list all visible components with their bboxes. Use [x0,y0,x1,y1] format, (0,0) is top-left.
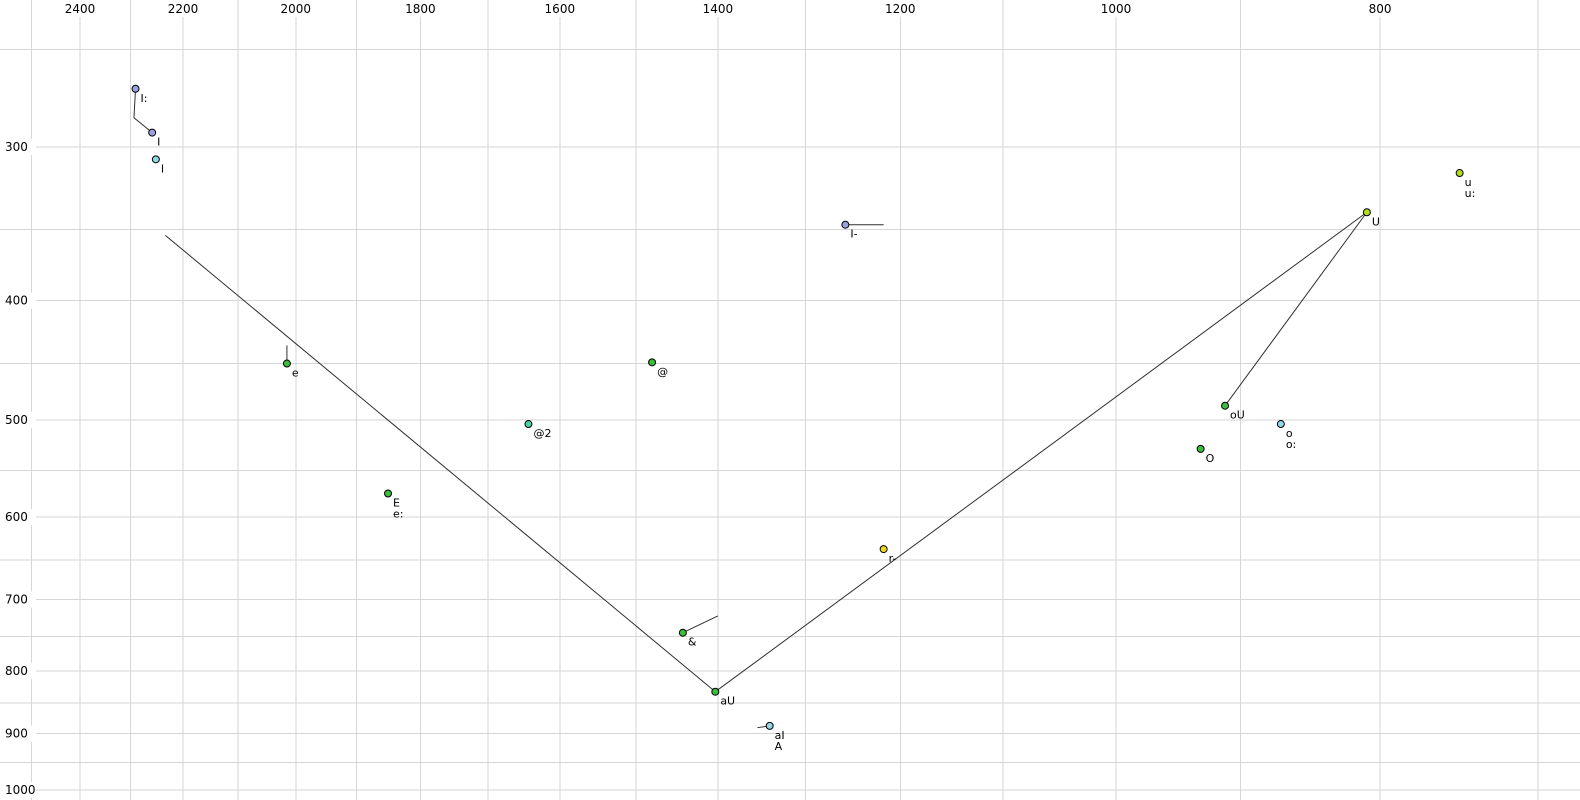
x-axis-tick-label: 2000 [280,2,311,16]
y-tick-label-background [0,591,36,608]
vowel-point[interactable] [151,155,160,164]
vowel-point[interactable] [148,128,157,137]
vowel-point-label: e: [393,507,403,520]
x-tick-label-background [278,0,313,17]
x-axis-tick-label: 1800 [405,2,436,16]
vowel-point-label: I: [141,92,148,105]
trajectory-line-back-edge [715,211,1368,693]
y-axis-tick-label: 800 [5,664,28,678]
vowel-point[interactable] [1221,401,1230,410]
x-tick-label-background [883,0,918,17]
y-axis-tick-label: 900 [5,727,28,741]
y-tick-label-background [0,139,36,155]
vowel-point-label: I [161,162,164,175]
vowel-point[interactable] [1362,208,1371,217]
vowel-point[interactable] [711,687,720,696]
x-tick-label-background [165,0,200,17]
x-tick-label-background [542,0,577,17]
y-tick-label-background [0,509,36,526]
vowel-point-label: I [157,136,160,149]
vowel-point-label: E [393,496,400,509]
y-tick-label-background [0,725,36,742]
trajectory-line-oU-to-U [1224,211,1368,407]
vowel-point-label: @2 [533,427,551,440]
vowel-point[interactable] [879,545,888,554]
vowel-point-label: A [775,740,783,753]
vowel-point-label: u: [1465,187,1476,200]
y-tick-label-background [0,292,36,309]
x-axis-tick-label: 1400 [703,2,734,16]
vowel-point[interactable] [524,420,533,429]
vowel-point[interactable] [1455,169,1464,178]
vowel-point-label: r- [889,552,897,565]
vowel-point-label: o: [1286,438,1296,451]
x-axis-tick-label: 1000 [1101,2,1132,16]
y-axis-tick-label: 600 [5,510,28,524]
y-axis-tick-label: 700 [5,592,28,606]
vowel-point[interactable] [282,359,291,368]
vowel-point[interactable] [131,84,140,93]
y-tick-label-background [0,411,36,428]
y-axis-tick-label: 1000 [5,783,36,797]
vowel-point-label: o [1286,427,1293,440]
vowel-point[interactable] [384,489,393,498]
vowel-point-label: U [1372,215,1380,228]
vowel-point[interactable] [678,628,687,637]
trajectory-line-front-edge [165,234,716,693]
x-tick-label-background [1363,0,1398,17]
y-axis-tick-label: 400 [5,294,28,308]
vowel-point-label: u [1465,176,1472,189]
vowel-point-label: oU [1230,409,1245,422]
x-tick-label-background [403,0,438,17]
point-tail [133,88,153,133]
x-axis-tick-label: 1200 [885,2,916,16]
vowel-point-label: aU [720,695,735,708]
vowel-point[interactable] [648,358,657,367]
x-axis-tick-label: 800 [1369,2,1392,16]
vowel-point-label: I- [850,228,857,241]
x-tick-label-background [1099,0,1134,17]
x-axis-tick-label: 2400 [65,2,96,16]
vowel-point-label: O [1206,452,1215,465]
point-tail [682,615,719,634]
y-axis-tick-label: 500 [5,413,28,427]
x-tick-label-background [63,0,97,17]
y-axis-tick-label: 300 [5,140,28,154]
x-tick-label-background [700,0,735,17]
vowel-point[interactable] [841,220,850,229]
vowel-point-label: aI [775,729,785,742]
vowel-point-label: & [688,636,697,649]
y-tick-label-background [0,781,36,798]
vowel-point[interactable] [1196,444,1205,453]
vowel-point-label: @ [657,365,668,378]
x-axis-tick-label: 2200 [168,2,199,16]
vowel-point[interactable] [1276,420,1285,429]
vowel-point-label: e [292,367,299,380]
y-tick-label-background [0,662,36,679]
vowel-point[interactable] [765,721,774,730]
x-axis-tick-label: 1600 [545,2,576,16]
